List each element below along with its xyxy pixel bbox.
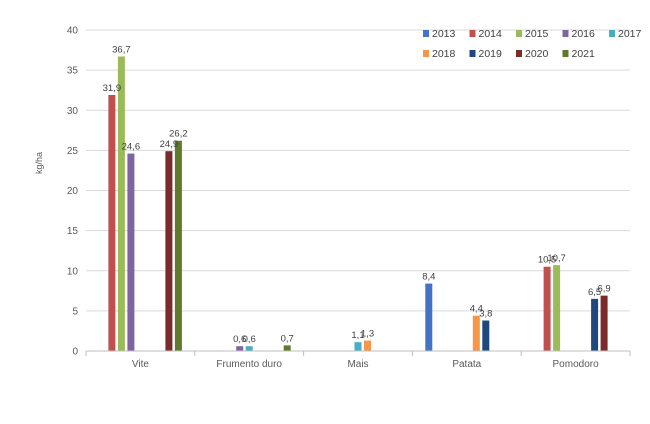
data-label: 0,7 — [281, 333, 294, 344]
data-label: 0,6 — [233, 334, 246, 345]
legend-swatch — [423, 30, 429, 37]
bar — [174, 140, 182, 351]
data-label: 26,2 — [169, 129, 188, 140]
legend-swatch — [516, 50, 522, 57]
bars — [108, 56, 608, 352]
x-category-label: Pomodoro — [553, 359, 600, 370]
data-label: 6,5 — [588, 287, 601, 298]
legend-label: 2017 — [618, 28, 642, 40]
y-tick-label: 5 — [72, 306, 78, 317]
bar — [354, 342, 362, 351]
data-label: 36,7 — [112, 44, 131, 55]
data-label: 1,1 — [351, 330, 364, 341]
legend-swatch — [469, 50, 476, 57]
data-label: 0,6 — [243, 334, 256, 345]
bar — [165, 151, 173, 351]
bar — [472, 315, 480, 351]
bar — [482, 320, 490, 351]
y-axis: 0 5 10 15 20 25 30 35 40 — [67, 26, 79, 358]
data-label: 1,3 — [361, 329, 374, 340]
bar — [283, 345, 291, 351]
legend-swatch — [562, 30, 569, 37]
bar — [425, 283, 433, 351]
legend-swatch — [516, 30, 522, 37]
bar — [236, 346, 244, 351]
legend-label: 2020 — [525, 48, 549, 60]
bar — [117, 56, 125, 352]
bar — [553, 265, 561, 351]
legend-label: 2018 — [432, 48, 456, 60]
bar — [245, 346, 253, 351]
x-category-label: Patata — [452, 359, 481, 370]
y-tick-label: 30 — [67, 106, 79, 117]
x-category-label: Mais — [347, 359, 368, 370]
legend-swatch — [609, 30, 615, 37]
y-tick-label: 40 — [67, 26, 79, 37]
bar — [591, 298, 599, 351]
bar — [600, 295, 608, 351]
data-label: 10,7 — [547, 253, 566, 264]
legend-label: 2021 — [572, 48, 596, 60]
legend-swatch — [423, 50, 429, 57]
x-category-label: Frumento duro — [216, 359, 282, 370]
legend-label: 2013 — [432, 28, 456, 40]
data-label: 3,8 — [479, 309, 492, 320]
data-label: 31,9 — [103, 83, 122, 94]
y-axis-label: kg/ha — [34, 152, 44, 174]
y-tick-label: 20 — [67, 186, 79, 197]
y-tick-label: 25 — [67, 146, 79, 157]
data-labels: 8,4 31,9 10,5 36,7 10,7 24,6 0,60,6 1,11,3 4,43,… — [103, 44, 611, 345]
bar — [364, 340, 371, 351]
legend-label: 2015 — [525, 28, 549, 40]
legend-label: 2014 — [479, 28, 503, 40]
legend-label: 2019 — [479, 48, 503, 60]
bar — [127, 153, 135, 351]
y-tick-label: 35 — [67, 66, 79, 77]
y-tick-label: 0 — [72, 347, 78, 358]
legend-label: 2016 — [572, 28, 596, 40]
legend-swatch — [469, 30, 476, 37]
x-axis: Vite Frumento duro Mais Patata Pomodoro — [85, 350, 631, 370]
data-label: 10,5 — [538, 255, 557, 266]
data-label: 8,4 — [422, 272, 435, 283]
legend: 2013 2014 2015 2016 2017 2018 2019 2020 2021 — [423, 28, 642, 60]
bar — [108, 95, 116, 351]
y-tick-label: 10 — [67, 266, 79, 277]
bar — [543, 266, 551, 351]
data-label: 4,4 — [470, 304, 483, 315]
legend-swatch — [562, 50, 569, 57]
data-label: 6,9 — [597, 284, 610, 295]
data-label: 24,6 — [122, 142, 141, 153]
x-category-label: Vite — [132, 359, 149, 370]
data-label: 24,9 — [160, 139, 179, 150]
y-tick-label: 15 — [67, 226, 79, 237]
